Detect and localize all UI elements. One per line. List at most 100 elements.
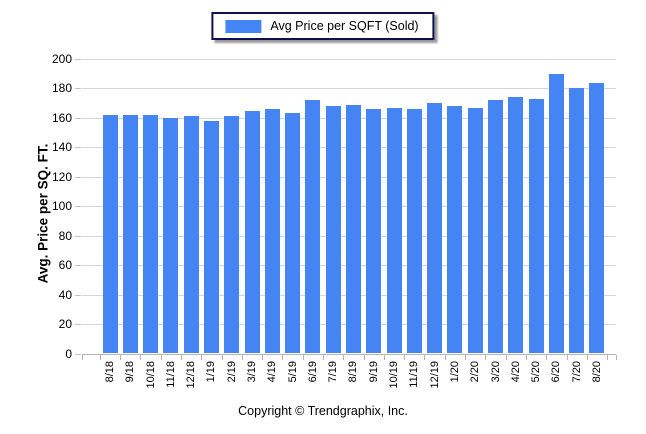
bar-1-20 xyxy=(447,106,463,354)
plot-area xyxy=(82,59,616,354)
x-axis-tick xyxy=(282,354,284,360)
bar-5-19 xyxy=(285,113,301,354)
y-axis-tick xyxy=(75,206,81,208)
x-tick-label: 9/18 xyxy=(124,360,137,382)
x-axis-tick xyxy=(607,354,609,360)
x-tick-label: 7/19 xyxy=(327,360,340,382)
x-tick-label: 6/20 xyxy=(550,360,563,382)
bar-8-19 xyxy=(345,104,361,354)
bar-8-20 xyxy=(589,82,605,354)
x-axis-tick xyxy=(363,354,365,360)
x-tick-label: 5/19 xyxy=(286,360,299,382)
x-axis-tick xyxy=(241,354,243,360)
x-axis-tick xyxy=(120,354,122,360)
legend: Avg Price per SQFT (Sold) xyxy=(211,12,435,40)
x-tick-label: 8/18 xyxy=(104,360,116,382)
bar-10-18 xyxy=(143,114,159,354)
bar-9-18 xyxy=(122,114,138,354)
bar-7-20 xyxy=(569,88,585,354)
x-tick-label: 5/20 xyxy=(530,360,543,382)
x-axis-tick xyxy=(525,354,527,360)
y-axis-tick xyxy=(75,324,81,326)
y-tick-label: 0 xyxy=(65,346,72,361)
x-tick-label: 12/18 xyxy=(185,360,198,389)
x-axis-line xyxy=(82,353,616,355)
x-tick-label: 4/19 xyxy=(266,360,279,382)
x-axis-tick xyxy=(546,354,548,360)
x-tick-label: 1/19 xyxy=(205,360,218,382)
y-axis-tick xyxy=(75,59,81,60)
bar-6-19 xyxy=(305,100,321,354)
x-tick-label: 11/19 xyxy=(408,360,421,388)
x-axis-tick xyxy=(160,354,162,360)
y-tick-label: 20 xyxy=(58,317,72,332)
y-axis-tick xyxy=(75,117,81,119)
y-tick-label: 100 xyxy=(51,199,72,214)
x-tick-label: 9/19 xyxy=(367,360,380,382)
x-tick-label: 8/19 xyxy=(347,360,360,382)
x-axis-tick xyxy=(181,354,182,360)
x-axis-tick xyxy=(262,354,264,360)
y-axis-tick xyxy=(75,265,81,267)
bar-4-19 xyxy=(264,109,280,354)
x-tick-label: 2/20 xyxy=(469,360,482,382)
y-axis-tick xyxy=(75,235,81,237)
bar-3-20 xyxy=(488,100,503,354)
x-axis-tick xyxy=(323,354,325,360)
legend-label: Avg Price per SQFT (Sold) xyxy=(270,19,419,33)
bar-8-18 xyxy=(102,114,118,354)
bar-11-18 xyxy=(163,117,179,354)
bar-9-19 xyxy=(366,109,382,354)
x-axis-tick xyxy=(302,354,304,360)
bar-10-19 xyxy=(386,107,402,354)
x-axis-tick xyxy=(82,354,83,360)
y-tick-label: 160 xyxy=(51,110,72,125)
y-axis-tick xyxy=(75,176,81,178)
x-axis-tick xyxy=(465,354,467,360)
bar-2-20 xyxy=(467,107,483,354)
x-tick-label: 12/19 xyxy=(428,360,441,389)
bar-1-19 xyxy=(203,120,219,354)
x-axis-tick xyxy=(505,354,507,360)
x-axis-tick xyxy=(424,354,426,360)
legend-swatch-icon xyxy=(225,19,262,33)
y-axis-tick xyxy=(75,294,81,296)
gridline xyxy=(82,59,616,60)
bar-4-20 xyxy=(508,97,524,354)
y-axis-tick xyxy=(75,147,81,149)
x-axis-tick xyxy=(383,354,385,360)
x-axis-tick xyxy=(343,354,345,360)
y-tick-label: 80 xyxy=(58,228,72,243)
x-tick-label: 6/19 xyxy=(306,360,319,382)
bar-12-18 xyxy=(183,116,199,354)
x-axis-tick xyxy=(201,354,203,360)
bar-5-20 xyxy=(528,98,544,354)
y-tick-label: 140 xyxy=(51,140,72,155)
bar-11-19 xyxy=(406,109,422,354)
bar-6-20 xyxy=(548,73,564,354)
bar-12-19 xyxy=(427,103,443,354)
y-axis-tick xyxy=(75,88,81,90)
x-tick-label: 10/18 xyxy=(144,360,157,389)
x-axis-tick xyxy=(404,354,406,360)
y-axis-tick xyxy=(75,353,81,355)
x-tick-label: 3/19 xyxy=(246,360,259,382)
x-axis-tick xyxy=(485,354,487,360)
gridline xyxy=(82,88,616,90)
x-tick-label: 10/19 xyxy=(388,360,401,389)
bar-3-19 xyxy=(244,110,260,354)
copyright-text: Copyright © Trendgraphix, Inc. xyxy=(238,404,408,418)
y-tick-label: 60 xyxy=(58,258,72,273)
x-tick-label: 2/19 xyxy=(225,360,238,382)
y-tick-label: 40 xyxy=(58,287,72,302)
x-axis-tick xyxy=(616,354,617,360)
x-tick-label: 4/20 xyxy=(509,360,522,382)
x-axis-tick xyxy=(586,354,588,360)
x-axis-tick xyxy=(99,354,101,360)
bar-7-19 xyxy=(325,106,341,354)
x-tick-label: 1/20 xyxy=(448,360,461,382)
x-axis-tick xyxy=(566,354,568,360)
x-axis-tick xyxy=(221,354,223,360)
x-tick-label: 8/20 xyxy=(590,360,603,382)
